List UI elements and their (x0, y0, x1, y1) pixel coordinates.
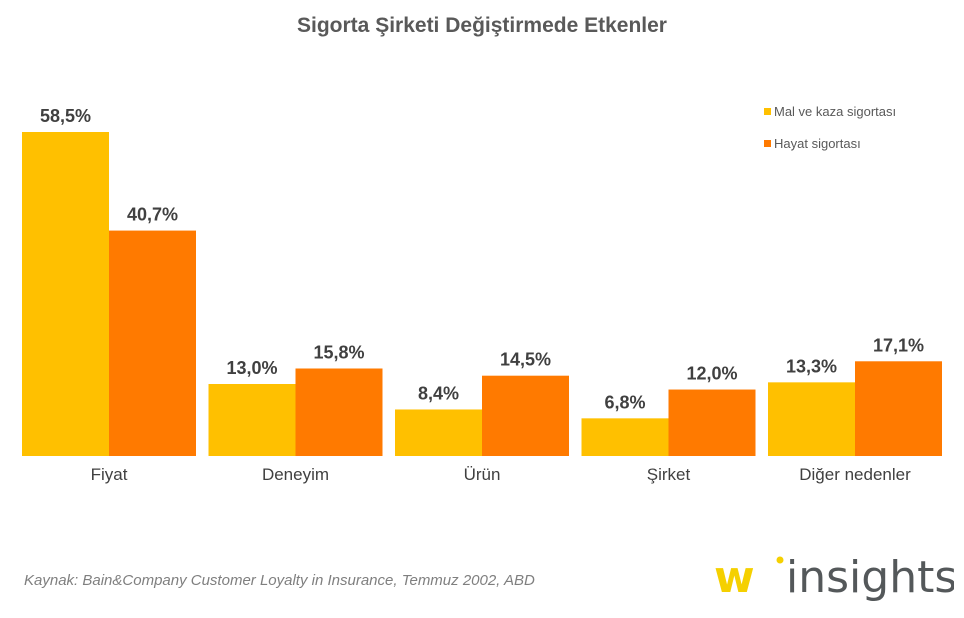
bar (295, 368, 383, 456)
legend-label: Mal ve kaza sigortası (774, 104, 897, 119)
x-tick-label: Şirket (647, 465, 691, 484)
bar (109, 230, 196, 456)
winsights-logo: w insights (714, 552, 954, 603)
bar (668, 389, 756, 456)
data-label: 15,8% (313, 342, 364, 362)
bar (395, 409, 482, 456)
data-label: 13,3% (786, 356, 837, 376)
chart-title: Sigorta Şirketi Değiştirmede Etkenler (297, 14, 667, 37)
svg-text:insights: insights (786, 552, 954, 603)
data-label: 8,4% (418, 383, 459, 403)
data-label: 58,5% (40, 106, 91, 126)
x-tick-label: Ürün (464, 465, 501, 484)
data-label: 13,0% (226, 358, 277, 378)
bar (581, 418, 669, 456)
x-tick-label: Deneyim (262, 465, 329, 484)
legend-label: Hayat sigortası (774, 136, 861, 151)
source-note: Kaynak: Bain&Company Customer Loyalty in… (24, 572, 535, 589)
legend-item-hayat: Hayat sigortası (764, 136, 861, 151)
legend-swatch (764, 140, 771, 147)
svg-text:w: w (714, 552, 755, 603)
data-label: 17,1% (873, 335, 924, 355)
x-tick-label: Fiyat (91, 465, 128, 484)
data-label: 40,7% (127, 205, 178, 225)
bar (22, 132, 109, 456)
data-label: 6,8% (604, 392, 645, 412)
data-label: 14,5% (500, 350, 551, 370)
bar (482, 375, 569, 456)
x-tick-label: Diğer nedenler (799, 465, 911, 484)
legend-swatch (764, 108, 771, 115)
bar (768, 382, 855, 456)
bar (855, 361, 942, 456)
legend-item-mal-kaza: Mal ve kaza sigortası (764, 104, 896, 119)
bar (208, 384, 296, 456)
data-label: 12,0% (686, 364, 737, 384)
